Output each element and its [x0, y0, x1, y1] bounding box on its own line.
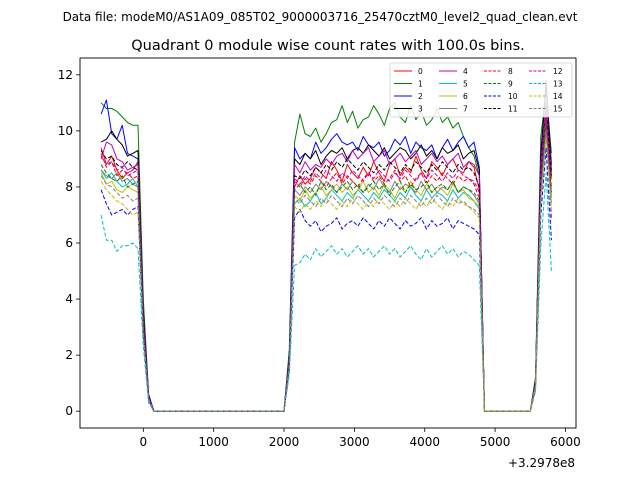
y-tick-label: 8 [65, 180, 73, 194]
x-tick-label: 2000 [269, 435, 300, 449]
x-tick-label: 1000 [198, 435, 229, 449]
x-offset-label: +3.2978e8 [508, 456, 575, 470]
y-tick-label: 10 [58, 124, 73, 138]
series-line-13 [100, 172, 552, 412]
x-tick-label: 3000 [339, 435, 370, 449]
y-tick-label: 4 [65, 292, 73, 306]
y-tick-label: 6 [65, 236, 73, 250]
series-line-12 [100, 108, 552, 412]
y-tick-label: 0 [65, 404, 73, 418]
chart-title: Quadrant 0 module wise count rates with … [131, 38, 525, 54]
y-tick-label: 12 [58, 68, 73, 82]
legend-label-12: 12 [553, 67, 563, 76]
legend-label-14: 14 [553, 92, 563, 101]
legend-label-3: 3 [418, 105, 423, 114]
figure-suptitle: Data file: modeM0/AS1A09_085T02_90000037… [63, 10, 578, 24]
legend-label-0: 0 [418, 67, 423, 76]
legend-label-6: 6 [463, 92, 468, 101]
x-tick-label: 5000 [480, 435, 511, 449]
axes-frame [79, 57, 577, 429]
x-tick-label: 6000 [550, 435, 581, 449]
legend-label-11: 11 [508, 105, 518, 114]
legend-label-2: 2 [418, 92, 423, 101]
series-layer [100, 79, 552, 412]
legend-label-8: 8 [508, 67, 513, 76]
plot-area [80, 58, 576, 428]
legend-label-15: 15 [553, 105, 563, 114]
series-line-11 [100, 105, 552, 412]
series-line-15 [100, 130, 552, 412]
legend-label-4: 4 [463, 67, 468, 76]
legend-box [389, 62, 573, 118]
legend-label-13: 13 [553, 80, 563, 89]
x-tick-label: 4000 [409, 435, 440, 449]
legend-label-5: 5 [463, 80, 468, 89]
y-tick-label: 2 [65, 348, 73, 362]
legend-label-1: 1 [418, 80, 423, 89]
x-tick-label: 0 [139, 435, 147, 449]
legend-label-7: 7 [463, 105, 468, 114]
legend-label-10: 10 [508, 92, 518, 101]
legend-label-9: 9 [508, 80, 513, 89]
